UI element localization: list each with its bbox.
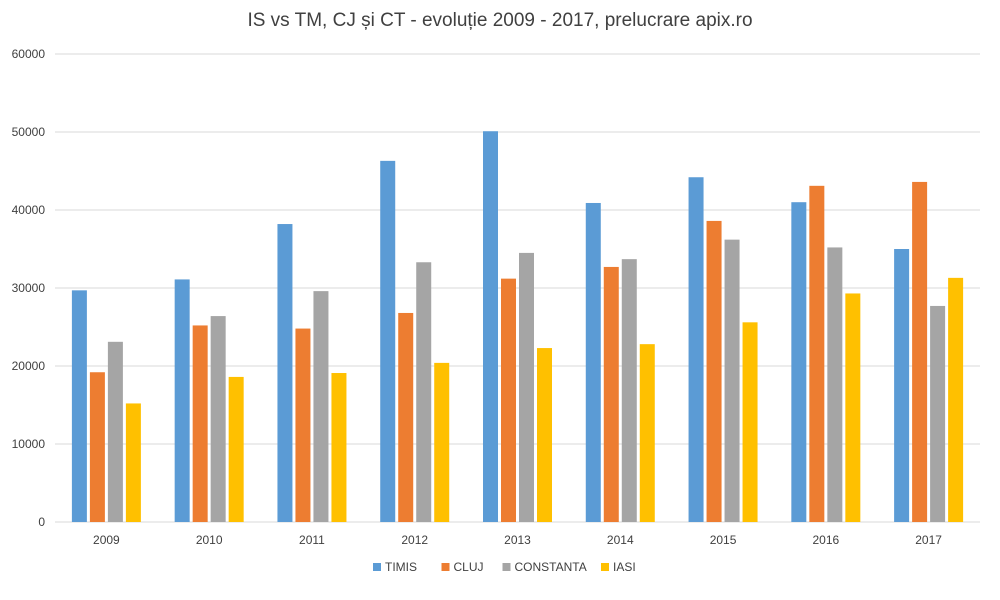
bar-constanta-2013	[519, 252, 534, 522]
x-tick-label: 2016	[812, 533, 839, 547]
x-tick-label: 2011	[299, 533, 325, 547]
x-tick-label: 2009	[93, 533, 120, 547]
legend-label-cluj: CLUJ	[454, 560, 484, 574]
bar-timis-2013	[483, 131, 498, 522]
bar-constanta-2014	[621, 259, 637, 522]
bar-cluj-2013	[501, 278, 516, 522]
bar-iasi-2011	[331, 373, 347, 522]
bar-iasi-2010	[228, 376, 244, 522]
legend-label-constanta: CONSTANTA	[515, 560, 587, 574]
y-tick-label: 30000	[12, 281, 46, 295]
bar-iasi-2015	[742, 322, 758, 522]
x-tick-label: 2010	[196, 533, 223, 547]
bar-iasi-2017	[948, 277, 964, 522]
bar-timis-2017	[894, 249, 910, 522]
bar-cluj-2015	[706, 220, 722, 523]
bar-cluj-2012	[398, 312, 414, 522]
bar-iasi-2013	[537, 348, 552, 522]
x-tick-label: 2017	[915, 533, 942, 547]
bar-timis-2016	[791, 202, 807, 522]
bar-cluj-2014	[603, 266, 619, 522]
bar-cluj-2016	[809, 185, 825, 522]
bar-constanta-2012	[416, 262, 432, 522]
bar-timis-2011	[277, 224, 293, 523]
legend-label-timis: TIMIS	[385, 560, 417, 574]
bar-iasi-2016	[845, 293, 861, 522]
y-tick-label: 10000	[12, 437, 46, 451]
legend-swatch-cluj	[441, 563, 450, 571]
bar-cluj-2010	[192, 325, 208, 522]
y-tick-label: 60000	[12, 47, 46, 61]
chart-title: IS vs TM, CJ și CT - evoluție 2009 - 201…	[247, 10, 753, 31]
bar-iasi-2012	[434, 362, 450, 522]
bar-constanta-2017	[930, 305, 946, 522]
x-tick-label: 2012	[401, 533, 428, 547]
x-tick-label: 2015	[710, 533, 737, 547]
bar-timis-2010	[174, 279, 190, 522]
bar-cluj-2011	[295, 328, 311, 522]
x-tick-label: 2014	[607, 533, 634, 547]
legend-label-iasi: IASI	[613, 560, 636, 574]
bar-iasi-2009	[125, 403, 141, 522]
x-tick-label: 2013	[504, 533, 531, 547]
bar-iasi-2014	[639, 344, 655, 522]
bar-timis-2012	[380, 160, 396, 523]
y-tick-label: 40000	[12, 203, 46, 217]
bar-constanta-2009	[107, 341, 123, 522]
legend-swatch-iasi	[601, 563, 609, 571]
bar-constanta-2010	[210, 316, 226, 522]
legend-swatch-constanta	[502, 563, 511, 571]
bar-cluj-2009	[89, 372, 105, 522]
bar-constanta-2015	[724, 239, 740, 522]
bar-timis-2009	[71, 290, 87, 522]
y-tick-label: 20000	[12, 359, 46, 373]
y-tick-label: 0	[38, 515, 45, 529]
bar-constanta-2011	[313, 291, 329, 522]
y-tick-label: 50000	[12, 125, 46, 139]
bar-cluj-2017	[912, 181, 928, 523]
bar-constanta-2016	[827, 247, 843, 522]
legend-swatch-timis	[373, 563, 381, 571]
bar-timis-2014	[585, 202, 601, 523]
bar-timis-2015	[688, 177, 704, 523]
